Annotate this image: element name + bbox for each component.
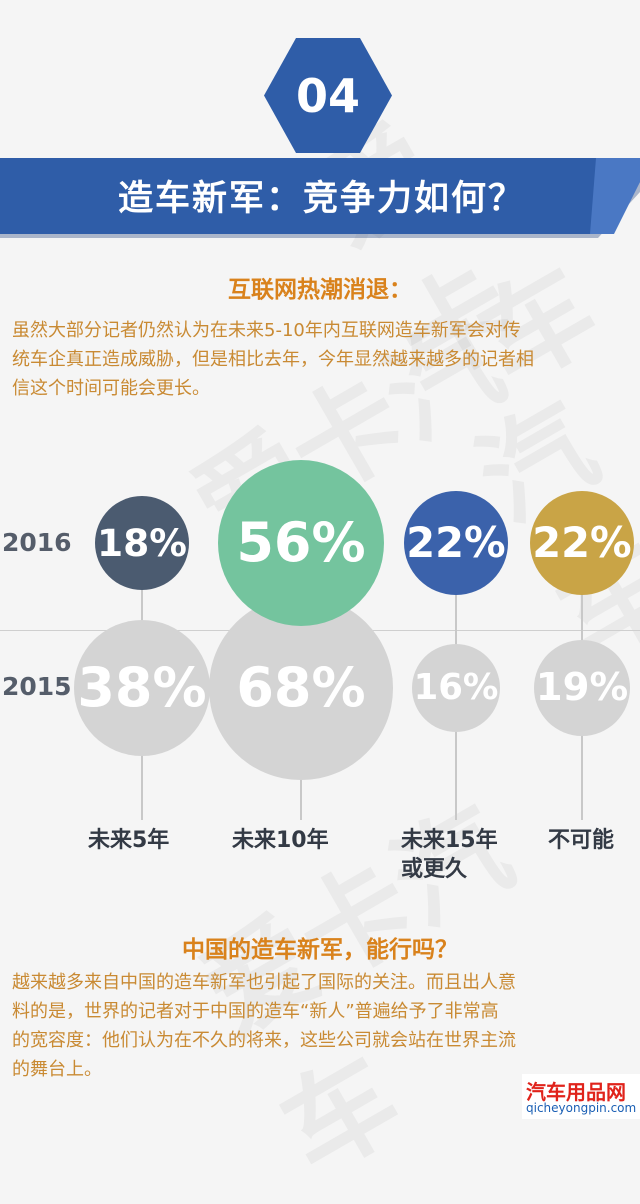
bubble-2015-2: 16%	[411, 643, 501, 733]
bubble-chart: 2016 2015 38% 68% 16% 19% 18% 56% 22% 22% 未来5年 未来10…	[0, 459, 640, 884]
paragraph-line: 的舞台上。	[12, 1059, 102, 1080]
logo-text-en: qicheyongpin.com	[526, 1101, 637, 1115]
bubble-label: 19%	[535, 665, 629, 711]
bubble-2016-2: 22%	[403, 490, 509, 596]
paragraph-line: 虽然大部分记者仍然认为在未来5-10年内互联网造车新军会对传	[12, 320, 521, 341]
section-number-hexagon: 04	[264, 38, 392, 153]
bubble-label: 56%	[236, 511, 366, 575]
bubble-label: 68%	[236, 656, 366, 720]
banner-title: 造车新军：竞争力如何？	[118, 179, 526, 219]
paragraph-line: 料的是，世界的记者对于中国的造车“新人”普遍给予了非常高	[12, 1001, 499, 1022]
category-label: 未来5年	[88, 826, 169, 855]
category-label-line: 或更久	[401, 857, 468, 882]
section-number: 04	[295, 68, 360, 123]
paragraph-line: 的宽容度：他们认为在不久的将来，这些公司就会站在世界主流	[12, 1030, 516, 1051]
paragraph-china-newcomers: 越来越多来自中国的造车新军也引起了国际的关注。而且出人意 料的是，世界的记者对于…	[12, 968, 630, 1084]
paragraph-line: 统车企真正造成威胁，但是相比去年，今年显然越来越多的记者相	[12, 349, 534, 370]
year-label-2015: 2015	[2, 672, 72, 701]
category-label: 未来10年	[232, 826, 329, 855]
title-banner	[0, 158, 640, 238]
paragraph-line: 越来越多来自中国的造车新军也引起了国际的关注。而且出人意	[12, 972, 516, 993]
category-label-line: 未来15年	[401, 828, 498, 853]
site-logo: 汽车用品网 qicheyongpin.com	[522, 1074, 640, 1119]
category-label: 不可能	[548, 826, 614, 855]
bubble-label: 22%	[532, 518, 632, 568]
bubble-2016-3: 22%	[529, 490, 635, 596]
paragraph-line: 信这个时间可能会更长。	[12, 378, 210, 399]
bubble-2016-0: 18%	[94, 495, 190, 591]
bubble-2015-3: 19%	[533, 639, 631, 737]
logo-text-cn: 汽车用品网	[526, 1080, 626, 1104]
bubble-2015-0: 38%	[73, 619, 211, 757]
bubble-2015-1: 68%	[209, 596, 393, 780]
bubble-label: 22%	[406, 518, 506, 568]
year-label-2016: 2016	[2, 528, 72, 557]
bubble-label: 18%	[97, 520, 187, 565]
subtitle-internet-trend: 互联网热潮消退：	[228, 277, 412, 303]
subtitle-china-newcomers: 中国的造车新军，能行吗？	[182, 937, 458, 963]
category-label-line: 未来10年	[232, 828, 329, 853]
paragraph-internet-trend: 虽然大部分记者仍然认为在未来5-10年内互联网造车新军会对传 统车企真正造成威胁…	[12, 316, 630, 403]
bubble-2016-1: 56%	[217, 459, 385, 627]
bubble-label: 16%	[413, 667, 499, 709]
category-label-line: 不可能	[548, 828, 615, 853]
category-label-line: 未来5年	[88, 828, 170, 853]
category-label: 未来15年或更久	[401, 826, 498, 884]
bubble-label: 38%	[77, 656, 207, 720]
